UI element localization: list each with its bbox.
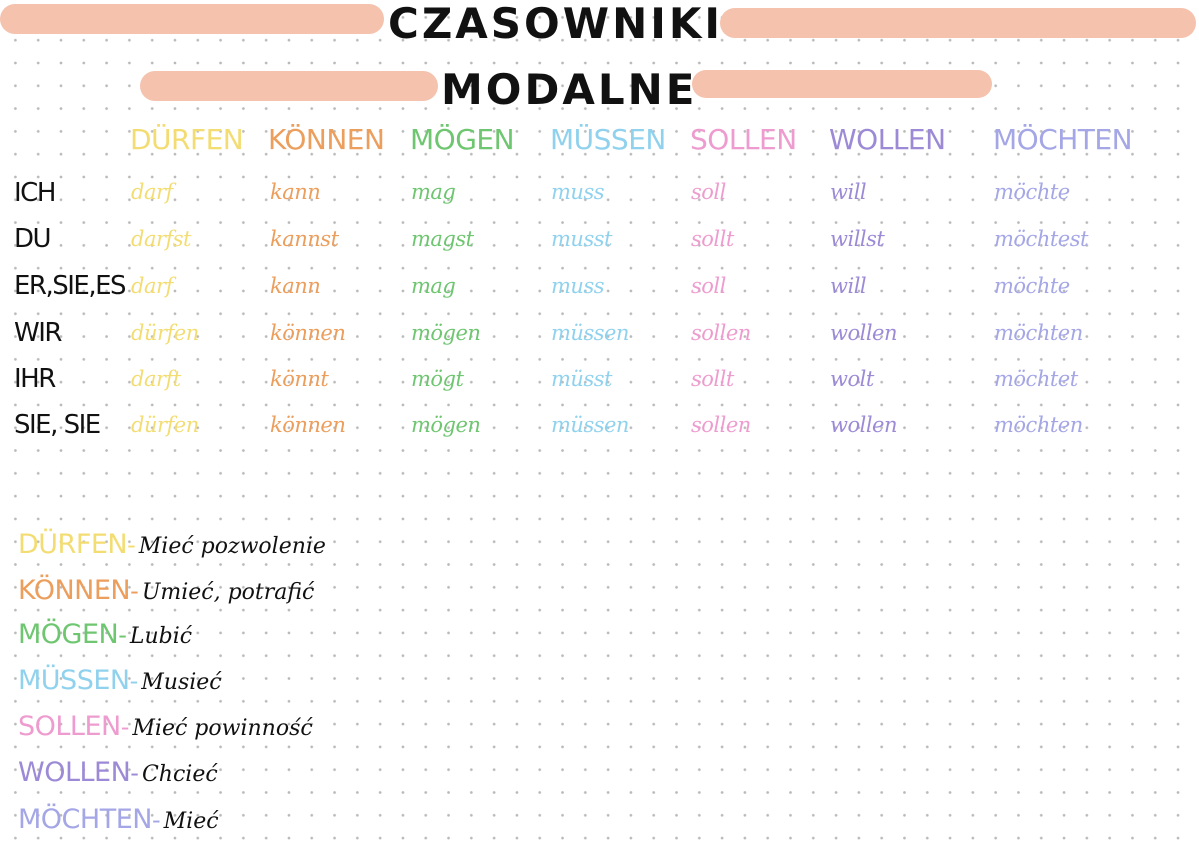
- title-highlight-left-2: [140, 71, 438, 101]
- conjugation-cell: kannst: [270, 227, 339, 251]
- conjugation-cell: wollen: [830, 321, 898, 345]
- legend-verb: MÖCHTEN: [18, 804, 152, 835]
- legend-dash: -: [130, 759, 139, 787]
- pronoun-er-sie-es: ER,SIE,ES: [14, 271, 127, 301]
- legend-meaning: Musieć: [141, 670, 222, 695]
- conjugation-cell: musst: [551, 227, 612, 251]
- conjugation-cell: willst: [830, 227, 885, 251]
- conjugation-cell: soll: [691, 274, 726, 298]
- legend-item: MÜSSEN- Musieć: [18, 667, 222, 694]
- verb-header-durfen: DÜRFEN: [130, 123, 244, 156]
- conjugation-cell: wollen: [830, 413, 898, 437]
- conjugation-cell: darf: [131, 274, 173, 298]
- conjugation-cell: sollen: [691, 321, 751, 345]
- legend-meaning: Umieć, potrafić: [141, 580, 315, 605]
- conjugation-cell: dürfen: [131, 321, 199, 345]
- conjugation-cell: will: [830, 180, 867, 204]
- legend-item: KÖNNEN- Umieć, potrafić: [18, 577, 314, 604]
- conjugation-cell: dürfen: [131, 413, 199, 437]
- legend-verb: MÜSSEN: [18, 665, 130, 696]
- legend-verb: WOLLEN: [18, 757, 131, 788]
- conjugation-cell: mag: [411, 180, 456, 204]
- legend-item: DÜRFEN- Mieć pozwolenie: [18, 531, 326, 558]
- pronoun-ihr: IHR: [14, 364, 56, 394]
- conjugation-cell: möchten: [994, 321, 1083, 345]
- legend-verb: DÜRFEN: [18, 529, 128, 560]
- conjugation-cell: möchtet: [994, 367, 1078, 391]
- conjugation-cell: kann: [270, 180, 321, 204]
- conjugation-cell: können: [270, 321, 346, 345]
- verb-header-mochten: MÖCHTEN: [993, 123, 1133, 156]
- conjugation-cell: müsst: [551, 367, 612, 391]
- conjugation-cell: kann: [270, 274, 321, 298]
- legend-item: MÖCHTEN- Mieć: [18, 806, 219, 833]
- legend-meaning: Mieć: [163, 809, 219, 834]
- legend-dash: -: [151, 806, 161, 834]
- legend-verb: KÖNNEN: [18, 575, 131, 606]
- conjugation-cell: könnt: [270, 367, 329, 391]
- conjugation-cell: muss: [551, 180, 605, 204]
- verb-header-mussen: MÜSSEN: [550, 123, 666, 156]
- conjugation-cell: mögt: [411, 367, 464, 391]
- conjugation-cell: sollt: [691, 227, 734, 251]
- conjugation-cell: darfst: [131, 227, 192, 251]
- conjugation-cell: wolt: [830, 367, 874, 391]
- verb-header-sollen: SOLLEN: [690, 123, 797, 156]
- legend-meaning: Mieć powinność: [132, 716, 313, 741]
- verb-header-wollen: WOLLEN: [829, 123, 946, 156]
- conjugation-cell: magst: [411, 227, 474, 251]
- conjugation-cell: möchte: [994, 274, 1070, 298]
- conjugation-cell: sollt: [691, 367, 734, 391]
- conjugation-cell: können: [270, 413, 346, 437]
- pronoun-du: DU: [14, 224, 52, 254]
- verb-header-konnen: KÖNNEN: [268, 123, 385, 156]
- conjugation-cell: darft: [131, 367, 181, 391]
- legend-meaning: Mieć pozwolenie: [138, 534, 326, 559]
- legend-item: WOLLEN- Chcieć: [18, 759, 218, 786]
- legend-dash: -: [130, 577, 139, 605]
- legend-dash: -: [120, 713, 130, 741]
- conjugation-cell: mögen: [411, 321, 481, 345]
- legend-meaning: Lubić: [129, 624, 193, 649]
- conjugation-cell: mag: [411, 274, 456, 298]
- conjugation-cell: muss: [551, 274, 605, 298]
- legend-meaning: Chcieć: [141, 762, 218, 787]
- verb-header-mogen: MÖGEN: [410, 123, 515, 156]
- title-highlight-right-1: [720, 8, 1196, 38]
- legend-verb: MÖGEN: [18, 619, 119, 650]
- pronoun-wir: WIR: [14, 318, 62, 348]
- conjugation-cell: mögen: [411, 413, 481, 437]
- conjugation-cell: möchte: [994, 180, 1070, 204]
- title-highlight-right-2: [692, 70, 992, 98]
- conjugation-cell: soll: [691, 180, 726, 204]
- legend-dash: -: [129, 667, 139, 695]
- conjugation-cell: sollen: [691, 413, 751, 437]
- pronoun-ich: ICH: [14, 178, 56, 208]
- legend-dash: -: [127, 531, 136, 559]
- conjugation-cell: darf: [131, 180, 173, 204]
- conjugation-cell: müssen: [551, 413, 629, 437]
- conjugation-cell: müssen: [551, 321, 629, 345]
- conjugation-cell: möchten: [994, 413, 1083, 437]
- title-highlight-left-1: [0, 4, 384, 34]
- legend-item: SOLLEN- Mieć powinność: [18, 713, 313, 740]
- legend-item: MÖGEN- Lubić: [18, 621, 192, 648]
- pronoun-sie: SIE, SIE: [14, 410, 101, 440]
- page-subtitle: MODALNE: [441, 65, 698, 114]
- conjugation-cell: möchtest: [994, 227, 1088, 251]
- page-title: CZASOWNIKI: [388, 0, 724, 48]
- legend-dash: -: [118, 621, 127, 649]
- legend-verb: SOLLEN: [18, 711, 121, 742]
- conjugation-cell: will: [830, 274, 867, 298]
